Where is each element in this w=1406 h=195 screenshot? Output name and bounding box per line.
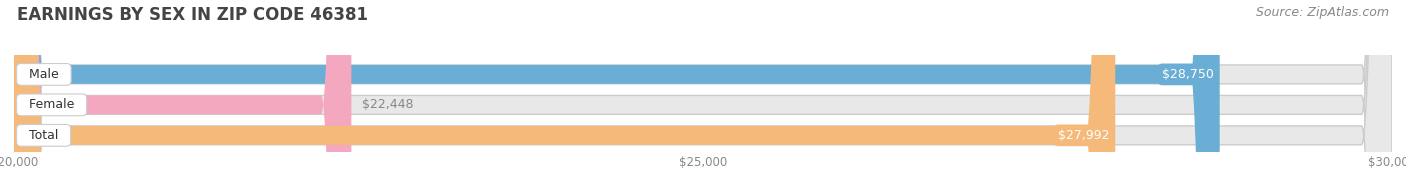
FancyBboxPatch shape: [14, 0, 1220, 195]
FancyBboxPatch shape: [14, 0, 352, 195]
FancyBboxPatch shape: [14, 0, 1392, 195]
FancyBboxPatch shape: [14, 0, 1392, 195]
Text: Female: Female: [21, 98, 83, 111]
Text: Total: Total: [21, 129, 66, 142]
Text: Source: ZipAtlas.com: Source: ZipAtlas.com: [1256, 6, 1389, 19]
Text: $22,448: $22,448: [363, 98, 413, 111]
Text: EARNINGS BY SEX IN ZIP CODE 46381: EARNINGS BY SEX IN ZIP CODE 46381: [17, 6, 368, 24]
Text: $28,750: $28,750: [1163, 68, 1215, 81]
FancyBboxPatch shape: [14, 0, 1115, 195]
Text: Male: Male: [21, 68, 66, 81]
FancyBboxPatch shape: [14, 0, 1392, 195]
Text: $27,992: $27,992: [1059, 129, 1109, 142]
